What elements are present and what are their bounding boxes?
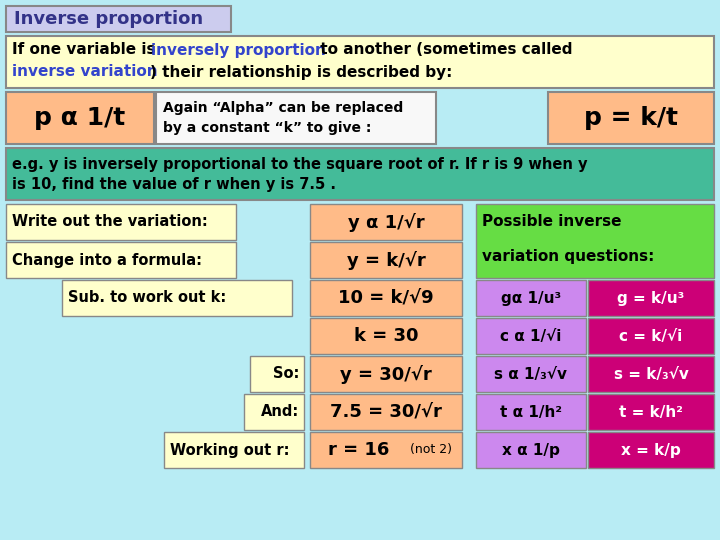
- Text: e.g. y is inversely proportional to the square root of r. If r is 9 when y: e.g. y is inversely proportional to the …: [12, 157, 588, 172]
- Bar: [548, 92, 714, 144]
- Text: And:: And:: [261, 404, 299, 420]
- Text: by a constant “k” to give :: by a constant “k” to give :: [163, 121, 372, 135]
- Text: Change into a formula:: Change into a formula:: [12, 253, 202, 267]
- Text: Again “Alpha” can be replaced: Again “Alpha” can be replaced: [163, 101, 403, 115]
- Bar: [476, 204, 714, 278]
- Text: inverse variation: inverse variation: [12, 64, 158, 79]
- Text: y α 1/√r: y α 1/√r: [348, 213, 424, 232]
- Bar: [588, 280, 714, 316]
- Bar: [476, 394, 586, 430]
- Bar: [164, 432, 304, 468]
- Text: (not 2): (not 2): [410, 443, 452, 456]
- Bar: [310, 432, 462, 468]
- Bar: [6, 6, 231, 32]
- Bar: [588, 356, 714, 392]
- Bar: [310, 318, 462, 354]
- Text: t = k/h²: t = k/h²: [619, 404, 683, 420]
- Text: s = k/₃√v: s = k/₃√v: [613, 367, 688, 381]
- Text: variation questions:: variation questions:: [482, 248, 654, 264]
- Text: So:: So:: [273, 367, 299, 381]
- Bar: [310, 204, 462, 240]
- Text: Write out the variation:: Write out the variation:: [12, 214, 208, 230]
- Bar: [476, 280, 586, 316]
- Text: Inverse proportion: Inverse proportion: [14, 10, 203, 28]
- Text: x α 1/p: x α 1/p: [502, 442, 560, 457]
- Text: inversely proportion: inversely proportion: [151, 43, 326, 57]
- Text: 7.5 = 30/√r: 7.5 = 30/√r: [330, 403, 442, 421]
- Text: gα 1/u³: gα 1/u³: [501, 291, 561, 306]
- Bar: [310, 242, 462, 278]
- Bar: [6, 242, 236, 278]
- Bar: [588, 432, 714, 468]
- Text: Possible inverse: Possible inverse: [482, 214, 621, 230]
- Bar: [588, 394, 714, 430]
- Text: r = 16: r = 16: [328, 441, 390, 459]
- Bar: [6, 204, 236, 240]
- Text: to another (sometimes called: to another (sometimes called: [315, 43, 572, 57]
- Text: x = k/p: x = k/p: [621, 442, 681, 457]
- Text: p = k/t: p = k/t: [584, 106, 678, 130]
- Text: k = 30: k = 30: [354, 327, 418, 345]
- Bar: [6, 36, 714, 88]
- Bar: [310, 356, 462, 392]
- Bar: [588, 318, 714, 354]
- Text: s α 1/₃√v: s α 1/₃√v: [495, 367, 567, 381]
- Text: c = k/√i: c = k/√i: [619, 328, 683, 343]
- Bar: [6, 148, 714, 200]
- Text: 10 = k/√9: 10 = k/√9: [338, 289, 434, 307]
- Text: y = 30/√r: y = 30/√r: [340, 364, 432, 383]
- Bar: [156, 92, 436, 144]
- Text: p α 1/t: p α 1/t: [35, 106, 125, 130]
- Text: ) their relationship is described by:: ) their relationship is described by:: [150, 64, 452, 79]
- Bar: [476, 356, 586, 392]
- Text: If one variable is: If one variable is: [12, 43, 161, 57]
- Text: c α 1/√i: c α 1/√i: [500, 328, 562, 343]
- Bar: [6, 92, 154, 144]
- Bar: [476, 318, 586, 354]
- Text: Working out r:: Working out r:: [170, 442, 289, 457]
- Text: is 10, find the value of r when y is 7.5 .: is 10, find the value of r when y is 7.5…: [12, 177, 336, 192]
- Text: g = k/u³: g = k/u³: [617, 291, 685, 306]
- Bar: [250, 356, 304, 392]
- Bar: [62, 280, 292, 316]
- Text: Sub. to work out k:: Sub. to work out k:: [68, 291, 226, 306]
- Bar: [310, 280, 462, 316]
- Bar: [476, 432, 586, 468]
- Bar: [310, 394, 462, 430]
- Bar: [244, 394, 304, 430]
- Text: t α 1/h²: t α 1/h²: [500, 404, 562, 420]
- Text: y = k/√r: y = k/√r: [346, 251, 426, 269]
